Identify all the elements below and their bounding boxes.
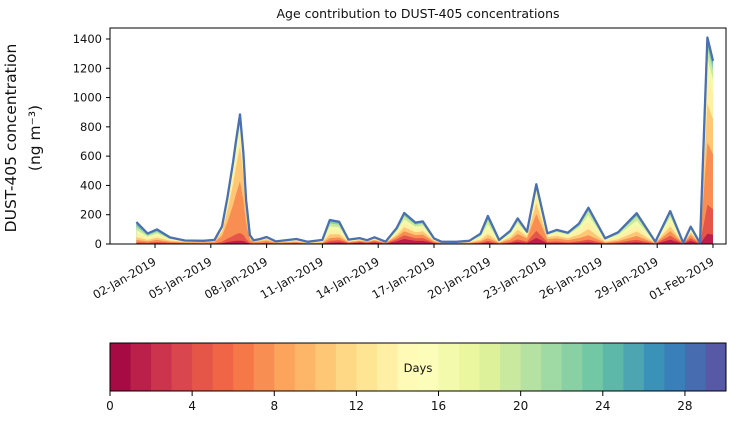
stacked-area-bands — [136, 37, 713, 245]
area-band-age-21-24-days — [136, 41, 713, 244]
colorbar-segment — [130, 343, 152, 391]
colorbar-segment — [253, 343, 275, 391]
colorbar-segment — [561, 343, 583, 391]
colorbar-segment — [582, 343, 604, 391]
colorbar-segment — [315, 343, 337, 391]
colorbar-label: Days — [404, 361, 433, 375]
colorbar-segment — [335, 343, 357, 391]
colorbar-segment — [602, 343, 624, 391]
colorbar-segment — [418, 343, 440, 391]
y-tick-label: 1200 — [73, 61, 102, 75]
colorbar-tick-label: 28 — [677, 399, 692, 413]
colorbar-segment — [110, 343, 132, 391]
total-concentration-line — [135, 36, 715, 245]
colorbar-segment — [274, 343, 296, 391]
colorbar-segment — [541, 343, 563, 391]
plot-border — [109, 27, 727, 245]
colorbar-segment — [500, 343, 522, 391]
colorbar-segment — [151, 343, 173, 391]
colorbar-segment — [684, 343, 706, 391]
colorbar-border — [109, 342, 727, 392]
colorbar-segment — [520, 343, 542, 391]
colorbar-tick-label: 12 — [349, 399, 364, 413]
total-line — [135, 36, 715, 245]
y-axis-label-line2: (ng m⁻³) — [26, 105, 44, 171]
y-tick-label: 0 — [95, 237, 102, 251]
colorbar-tick-label: 24 — [595, 399, 610, 413]
y-tick-label: 600 — [80, 149, 102, 163]
axes-frame — [109, 27, 727, 245]
colorbar-tick-label: 20 — [513, 399, 528, 413]
colorbar-tick-label: 0 — [106, 399, 114, 413]
y-axis-ticks: 0 200 400 600 800 1000 1200 1400 — [73, 32, 110, 251]
y-tick-label: 1400 — [73, 32, 102, 46]
colorbar-segment — [397, 343, 419, 391]
chart-title: Age contribution to DUST-405 concentrati… — [276, 6, 559, 21]
colorbar-segment — [438, 343, 460, 391]
area-band-age-27-30-days — [136, 37, 713, 244]
colorbar-segment — [643, 343, 665, 391]
colorbar-segment — [294, 343, 316, 391]
colorbar-segment — [233, 343, 255, 391]
colorbar-tick-label: 16 — [431, 399, 446, 413]
y-tick-label: 800 — [80, 120, 102, 134]
colorbar-segment — [664, 343, 686, 391]
colorbar-tick-label: 4 — [188, 399, 196, 413]
area-band-age-24-27-days — [136, 38, 713, 244]
y-tick-label: 1000 — [73, 91, 102, 105]
colorbar-segment — [192, 343, 214, 391]
colorbar-segment — [356, 343, 378, 391]
colorbar-segment — [212, 343, 234, 391]
y-tick-label: 200 — [80, 208, 102, 222]
colorbar-segment — [459, 343, 481, 391]
colorbar-tick-label: 8 — [270, 399, 278, 413]
colorbar-segment — [479, 343, 501, 391]
colorbar-segment — [705, 343, 727, 391]
colorbar: 0 4 8 12 16 20 24 28 — [106, 342, 727, 413]
colorbar-segment — [171, 343, 193, 391]
colorbar-segment — [376, 343, 398, 391]
x-axis-ticks: 02-Jan-201905-Jan-201908-Jan-201911-Jan-… — [90, 244, 716, 303]
y-axis-label-line1: DUST-405 concentration — [2, 44, 20, 233]
colorbar-segment — [623, 343, 645, 391]
area-band-age-18-21-days — [136, 47, 713, 244]
y-tick-label: 400 — [80, 178, 102, 192]
area-band-age-0-3-days — [136, 233, 713, 244]
